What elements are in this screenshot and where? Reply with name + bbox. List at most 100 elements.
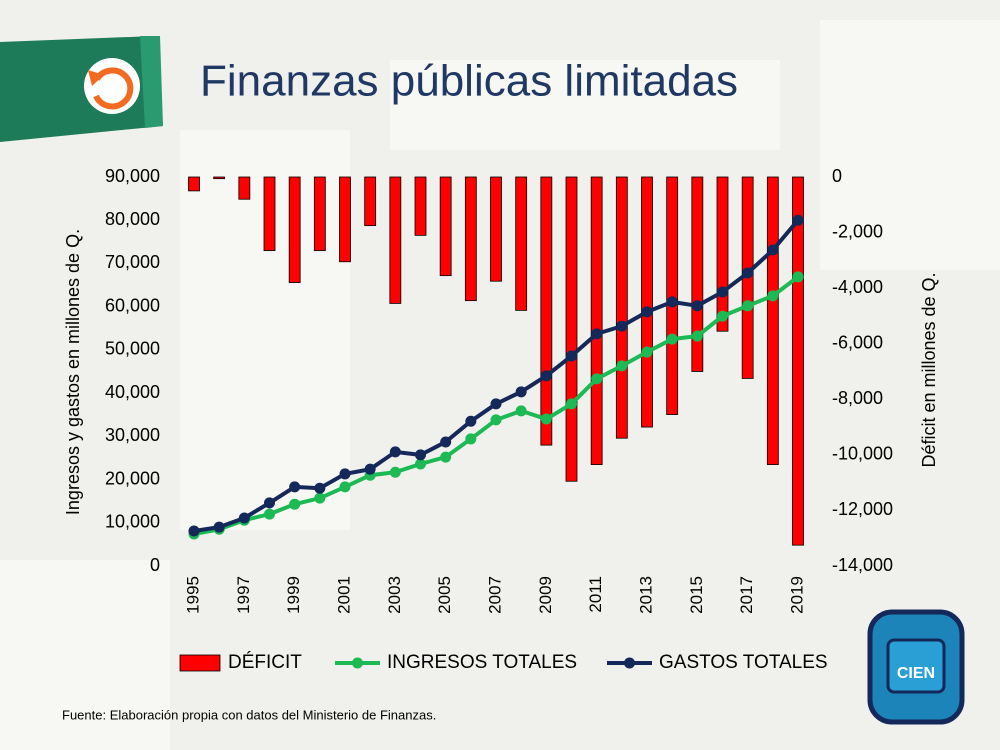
line-marker [389,466,401,478]
line-marker [389,446,401,458]
y2-tick-label: 0 [832,166,842,186]
line-marker [465,433,477,445]
line-marker [364,463,376,475]
line-marker [742,300,754,312]
line-marker [490,414,502,426]
x-tick-label: 2015 [687,576,706,614]
line-marker [540,413,552,425]
line-marker [591,373,603,385]
x-tick-label: 1995 [183,576,202,614]
line-marker [264,497,275,509]
line-marker [490,398,502,410]
bar [691,176,704,372]
y2-tick-label: -10,000 [832,444,893,464]
line-marker [515,405,527,417]
line-marker [616,360,628,372]
bg-shape [390,60,780,150]
bar [464,176,477,302]
bar [263,176,276,252]
line-marker [213,521,225,533]
bar [339,176,351,263]
x-tick-label: 2001 [334,576,353,614]
line-marker [314,482,326,494]
line-marker [666,333,678,345]
line-marker [515,386,527,398]
y-tick-label: 20,000 [105,468,160,488]
legend-swatch [352,657,363,669]
bar [238,176,251,200]
line-marker [289,481,301,493]
bg-shape [0,560,170,750]
line-marker [566,350,577,362]
x-tick-label: 2007 [485,576,504,614]
bar [792,176,804,546]
y-tick-label: 40,000 [105,382,160,402]
bar [439,176,452,277]
line-marker [440,451,452,463]
bar [490,176,502,282]
logo: CIEN [867,609,965,725]
y-tick-label: 10,000 [105,512,160,532]
legend-label: GASTOS TOTALES [659,652,828,673]
line-marker [591,328,603,340]
bar [641,176,653,428]
x-tick-label: 2009 [536,576,555,614]
bar [540,176,553,446]
line-marker [767,244,779,256]
line-marker [188,525,200,537]
x-tick-label: 2013 [636,576,655,614]
y-tick-label: 30,000 [105,425,160,445]
bar [288,176,301,283]
line-marker [339,481,351,493]
bar [313,176,326,252]
bar [414,176,427,236]
line-marker [264,508,275,520]
x-tick-label: 2003 [385,576,404,614]
y2-tick-label: -12,000 [832,499,893,519]
line-marker [415,449,426,461]
line-marker [742,267,754,279]
line-marker [465,415,477,427]
x-tick-label: 2005 [435,576,454,614]
line-marker [415,458,426,470]
y-tick-label: 70,000 [105,252,160,272]
y-axis-label: Ingresos y gastos en millones de Q. [63,229,83,515]
bar [666,176,679,415]
y-tick-label: 90,000 [105,166,160,186]
bar [766,176,779,465]
y2-tick-label: -6,000 [832,332,883,352]
line-marker [540,370,552,382]
x-tick-label: 1997 [234,576,253,614]
bar [213,176,226,180]
line-marker [717,286,728,298]
legend-label: INGRESOS TOTALES [387,652,577,673]
x-tick-label: 2019 [787,576,806,614]
y2-tick-label: -4,000 [832,277,883,297]
line-marker [691,300,703,312]
line-marker [792,271,804,283]
legend-label: DÉFICIT [228,652,302,673]
y2-tick-label: -2,000 [832,221,883,241]
x-tick-label: 2017 [737,576,756,614]
line-marker [767,290,779,302]
y-tick-label: 80,000 [105,209,160,229]
bar [565,176,578,482]
y2-tick-label: -8,000 [832,388,883,408]
line-marker [440,436,452,448]
reload-icon [84,58,140,114]
line-marker [641,346,653,358]
x-tick-label: 1999 [284,576,303,614]
bar [615,176,628,439]
x-tick-label: 2011 [586,576,605,613]
line-marker [339,468,351,480]
line-marker [641,306,653,318]
line-marker [566,398,577,410]
legend-swatch [624,657,635,669]
bg-shape [820,20,1000,270]
source-note: Fuente: Elaboración propia con datos del… [62,707,436,722]
line-marker [238,512,250,524]
line-marker [289,498,301,510]
banner-fold [140,36,163,128]
